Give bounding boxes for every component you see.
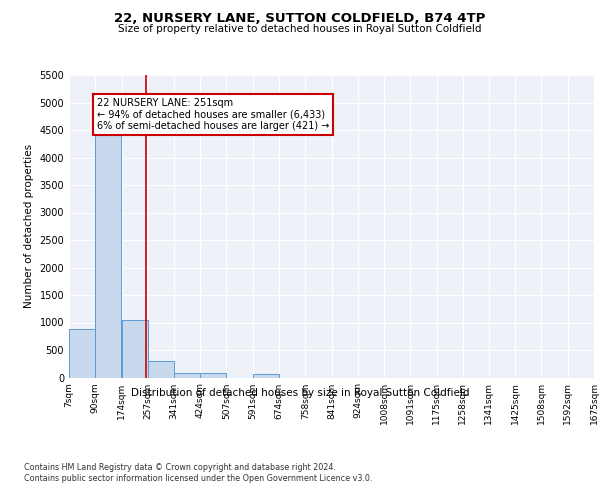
Bar — [253, 374, 279, 378]
Bar — [148, 362, 174, 378]
Text: 22 NURSERY LANE: 251sqm
← 94% of detached houses are smaller (6,433)
6% of semi-: 22 NURSERY LANE: 251sqm ← 94% of detache… — [97, 98, 329, 132]
Text: Contains HM Land Registry data © Crown copyright and database right 2024.: Contains HM Land Registry data © Crown c… — [24, 462, 336, 471]
Text: Size of property relative to detached houses in Royal Sutton Coldfield: Size of property relative to detached ho… — [118, 24, 482, 34]
Y-axis label: Number of detached properties: Number of detached properties — [24, 144, 34, 308]
Bar — [200, 373, 226, 378]
Text: Contains public sector information licensed under the Open Government Licence v3: Contains public sector information licen… — [24, 474, 373, 483]
Text: Distribution of detached houses by size in Royal Sutton Coldfield: Distribution of detached houses by size … — [131, 388, 469, 398]
Bar — [122, 320, 148, 378]
Bar — [174, 372, 200, 378]
Bar — [95, 127, 121, 378]
Text: 22, NURSERY LANE, SUTTON COLDFIELD, B74 4TP: 22, NURSERY LANE, SUTTON COLDFIELD, B74 … — [115, 12, 485, 26]
Bar — [69, 329, 95, 378]
